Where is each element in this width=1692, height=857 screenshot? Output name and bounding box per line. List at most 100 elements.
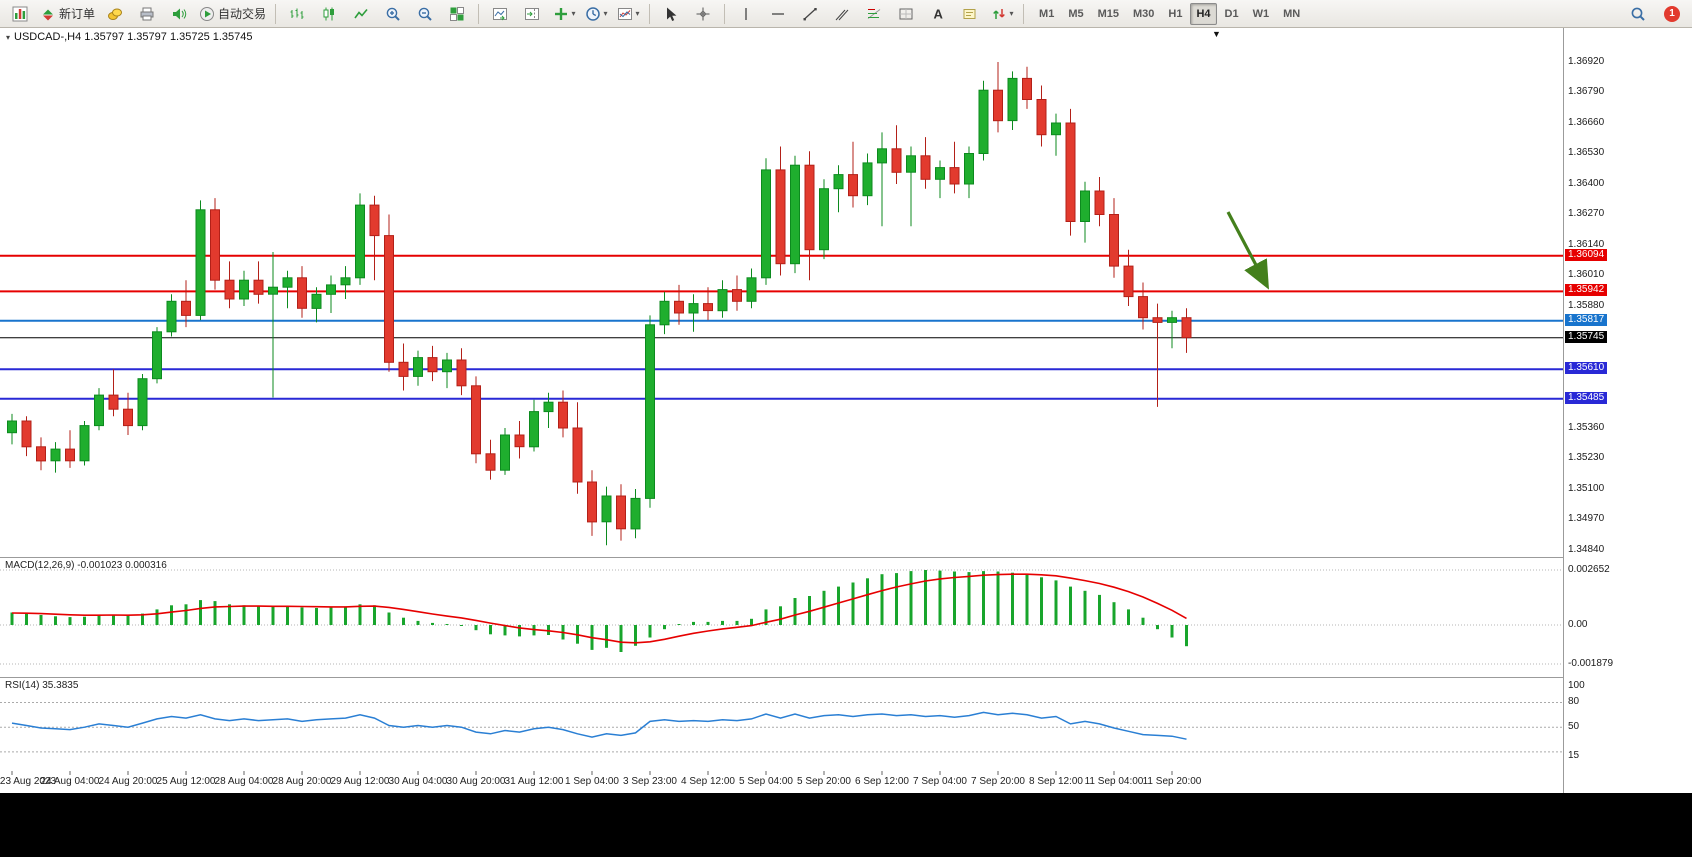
candle	[427, 345, 438, 382]
time-axis-label: 31 Aug 12:00	[504, 776, 564, 787]
candle	[369, 195, 380, 281]
search-button[interactable]	[1622, 2, 1654, 26]
candle	[253, 261, 264, 304]
templates-button[interactable]: ▾	[612, 2, 644, 26]
channel-tool-button[interactable]	[826, 2, 858, 26]
timeframe-m30-button[interactable]: M30	[1133, 7, 1155, 20]
candle	[993, 62, 1003, 133]
candle	[500, 428, 510, 475]
candle	[50, 442, 61, 473]
toolbar: 新订单 自动交易	[0, 0, 1692, 28]
timeframe-m1-button[interactable]: M1	[1039, 7, 1055, 20]
candles-chart-icon	[323, 7, 335, 20]
candle	[833, 165, 844, 213]
cursor-tool-button[interactable]	[655, 2, 687, 26]
candle	[326, 275, 336, 313]
candle	[1181, 308, 1192, 353]
chevron-down-icon: ▾	[1009, 8, 1014, 18]
panel-divider[interactable]	[0, 557, 1634, 558]
autotrading-button[interactable]: 自动交易	[195, 2, 270, 26]
candle	[746, 268, 757, 309]
text-tool-button[interactable]: A	[922, 2, 954, 26]
crosshair-tool-button[interactable]	[687, 2, 719, 26]
candle	[732, 275, 742, 311]
periods-button[interactable]: ▾	[580, 2, 612, 26]
main-price-chart[interactable]	[0, 28, 1563, 557]
tile-windows-button[interactable]	[441, 2, 473, 26]
horizontal-line-tool-button[interactable]	[762, 2, 794, 26]
price-axis-label: 1.34840	[1568, 543, 1605, 555]
timeframe-mn-button[interactable]: MN	[1283, 7, 1301, 20]
chevron-down-icon: ▾	[6, 32, 11, 42]
toolbar-separator	[724, 3, 726, 24]
candle	[384, 214, 394, 372]
time-axis-label: 30 Aug 04:00	[388, 776, 448, 787]
new-order-button[interactable]: 新订单	[36, 2, 99, 26]
candle	[21, 416, 32, 457]
price-axis-label: 1.36140	[1568, 238, 1605, 250]
candle	[195, 200, 206, 321]
gold-button[interactable]	[99, 2, 131, 26]
toolbar-separator	[649, 3, 651, 24]
candle	[239, 270, 249, 306]
zoom-in-button[interactable]	[377, 2, 409, 26]
candle	[485, 439, 496, 480]
time-axis-label: 7 Sep 04:00	[913, 776, 967, 787]
candle	[1152, 303, 1163, 407]
chart-shift-button[interactable]	[516, 2, 548, 26]
annotation-arrow[interactable]	[1226, 211, 1269, 290]
price-axis-label: 1.35360	[1568, 421, 1605, 433]
time-axis-label: 23 Aug 2023	[0, 776, 57, 787]
timeframe-w1-button[interactable]: W1	[1252, 7, 1270, 20]
price-axis-label: 1.35230	[1568, 452, 1605, 464]
rsi-panel[interactable]	[0, 678, 1563, 771]
timeframe-m5-button[interactable]: M5	[1068, 7, 1084, 20]
candle	[891, 125, 902, 184]
macd-panel[interactable]	[0, 558, 1563, 677]
time-axis-label: 3 Sep 23:00	[623, 776, 677, 787]
bottom-black-strip	[0, 793, 1692, 857]
time-axis-label: 30 Aug 20:00	[446, 776, 506, 787]
candle-chart-mode-button[interactable]	[313, 2, 345, 26]
chart-title: ▾ USDCAD-,H4 1.35797 1.35797 1.35725 1.3…	[6, 31, 253, 43]
toolbar-separator	[478, 3, 480, 24]
timeframe-h1-button[interactable]: H1	[1168, 7, 1183, 20]
arrows-tool-button[interactable]: ▾	[986, 2, 1018, 26]
candle	[1051, 113, 1061, 156]
timeframe-d1-button[interactable]: D1	[1224, 7, 1239, 20]
zoom-out-button[interactable]	[409, 2, 441, 26]
candle	[1109, 198, 1119, 278]
chevron-down-icon: ▾	[603, 8, 608, 18]
panel-divider[interactable]	[0, 677, 1634, 678]
indicators-button[interactable]: ▾	[548, 2, 580, 26]
autoscroll-button[interactable]	[484, 2, 516, 26]
label-tool-button[interactable]	[954, 2, 986, 26]
timeframe-h4-button[interactable]: H4	[1190, 2, 1217, 25]
trendline-tool-button[interactable]	[794, 2, 826, 26]
timeframe-bar: M1 M5 M15 M30 H1 H4 D1 W1 MN	[1033, 2, 1306, 25]
text-tool-icon: A	[934, 6, 944, 21]
toolbar-separator	[1023, 3, 1025, 24]
time-axis[interactable]: 23 Aug 2023 24 Aug 04:00 24 Aug 20:00 25 Au…	[0, 771, 1563, 793]
chart-shift-marker-icon[interactable]: ▼	[1212, 29, 1221, 39]
candle	[949, 141, 960, 194]
toolbar-right: 1	[1622, 2, 1688, 26]
sound-button[interactable]	[163, 2, 195, 26]
print-button[interactable]	[131, 2, 163, 26]
fibonacci-tool-button[interactable]	[858, 2, 890, 26]
shapes-tool-button[interactable]	[890, 2, 922, 26]
candle	[1094, 177, 1105, 227]
vertical-line-tool-button[interactable]	[730, 2, 762, 26]
candle	[514, 421, 525, 459]
notification-badge[interactable]: 1	[1664, 5, 1680, 22]
bar-chart-mode-button[interactable]	[281, 2, 313, 26]
autotrading-label: 自动交易	[218, 7, 267, 21]
price-marker-label: 1.35610	[1565, 362, 1608, 375]
zoom-in-icon	[386, 7, 400, 21]
label-tool-icon	[963, 8, 976, 19]
timeframe-m15-button[interactable]: M15	[1097, 7, 1119, 20]
terminal-chart-button[interactable]	[4, 2, 36, 26]
line-chart-mode-button[interactable]	[345, 2, 377, 26]
candle	[181, 280, 191, 328]
price-axis[interactable]: 1.36920 1.36790 1.36660 1.36530 1.36400 1.362…	[1563, 28, 1634, 793]
